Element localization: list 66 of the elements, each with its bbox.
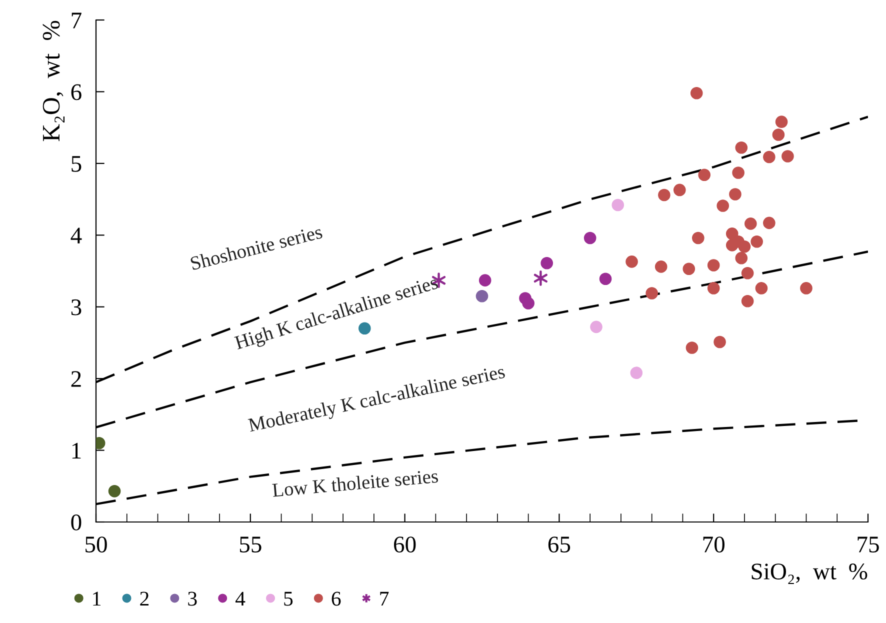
point [772,128,785,141]
legend-label: 7 [380,592,389,606]
x-tick-label: 55 [240,536,262,553]
point [741,266,754,280]
point [738,240,751,253]
point [682,262,696,276]
point [729,188,742,200]
y-tick-label: 6 [71,84,82,100]
point [750,235,763,248]
point [735,141,748,154]
point [686,342,698,354]
legend-label: 3 [188,592,197,606]
legend-label: 6 [332,592,341,606]
y-tick-label: 3 [71,299,82,316]
point [534,270,548,286]
y-tick-label: 5 [72,156,82,172]
point [590,320,602,334]
x-tick-label: 50 [86,536,107,553]
point [522,297,534,310]
point [744,218,757,230]
legend-label: 1 [93,592,101,606]
y-tick-label: 1 [72,442,81,458]
point [476,290,488,302]
legend-label: 5 [284,592,293,606]
y-tick-label: 2 [71,371,81,387]
x-tick-label: 70 [703,536,725,553]
point [540,256,554,270]
point [763,216,776,230]
point [692,232,704,244]
x-tick-label: 65 [548,536,570,553]
point [707,259,720,272]
y-tick-label: 4 [70,228,82,244]
point [707,282,720,294]
point [599,272,612,286]
point [763,150,776,164]
point [741,294,754,308]
point [755,282,768,294]
y-tick-label: 0 [71,514,82,530]
annotation: Moderately K calc-alkaline series [248,364,506,436]
legend-label: 4 [236,592,246,606]
point [714,336,726,348]
y-tick-label: 7 [72,12,82,28]
annotation: Shoshonite series [190,224,323,270]
x-tick-label: 60 [394,536,416,553]
point [630,366,643,379]
legend-label: 2 [140,592,149,606]
point [584,232,596,244]
point [732,166,744,179]
x-axis-title: SiO₂, wt % [752,564,868,584]
y-axis-title: K₂O, wt % [42,20,65,142]
point [690,86,703,100]
annotation: Low K tholeite series [272,468,438,497]
point [698,168,710,182]
point [782,150,794,162]
point [654,260,668,273]
point [735,252,748,264]
point [800,282,812,294]
point [612,198,624,212]
point [646,287,658,300]
point [478,274,492,286]
point [626,256,638,268]
point [673,184,686,196]
point [716,200,730,212]
point [658,188,670,202]
point [775,116,788,128]
x-tick-label: 75 [858,536,879,553]
